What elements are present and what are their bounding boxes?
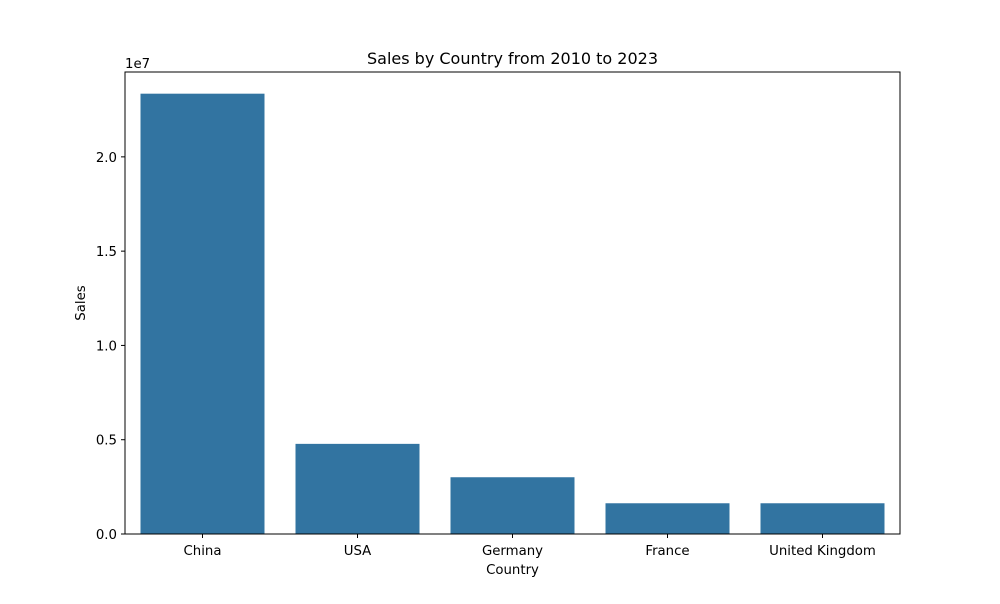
y-axis-offset-label: 1e7: [125, 57, 150, 72]
y-tick-label: 0.0: [96, 528, 117, 543]
y-tick-label: 0.5: [96, 434, 117, 449]
bar-usa: [295, 443, 420, 534]
bar-united-kingdom: [760, 503, 885, 534]
bar-france: [605, 503, 730, 534]
plot-area-frame: [124, 71, 901, 535]
x-tick-label: Germany: [482, 544, 543, 559]
chart-title: Sales by Country from 2010 to 2023: [367, 49, 658, 68]
y-axis-ticks: 0.0 0.5 1.0 1.5 2.0: [96, 151, 125, 543]
x-axis-ticks: China USA Germany France United Kingdom: [184, 534, 876, 559]
y-tick-label: 2.0: [96, 151, 117, 166]
bar-germany: [450, 477, 575, 534]
x-tick-label: USA: [344, 544, 372, 559]
x-tick-label: France: [645, 544, 689, 559]
y-tick-label: 1.0: [96, 339, 117, 354]
y-axis-label: Sales: [74, 285, 89, 320]
x-tick-label: United Kingdom: [769, 544, 876, 559]
bars-group: [140, 93, 885, 534]
bar-china: [140, 93, 265, 534]
x-axis-label: Country: [486, 563, 539, 578]
x-tick-label: China: [184, 544, 222, 559]
y-tick-label: 1.5: [96, 245, 117, 260]
